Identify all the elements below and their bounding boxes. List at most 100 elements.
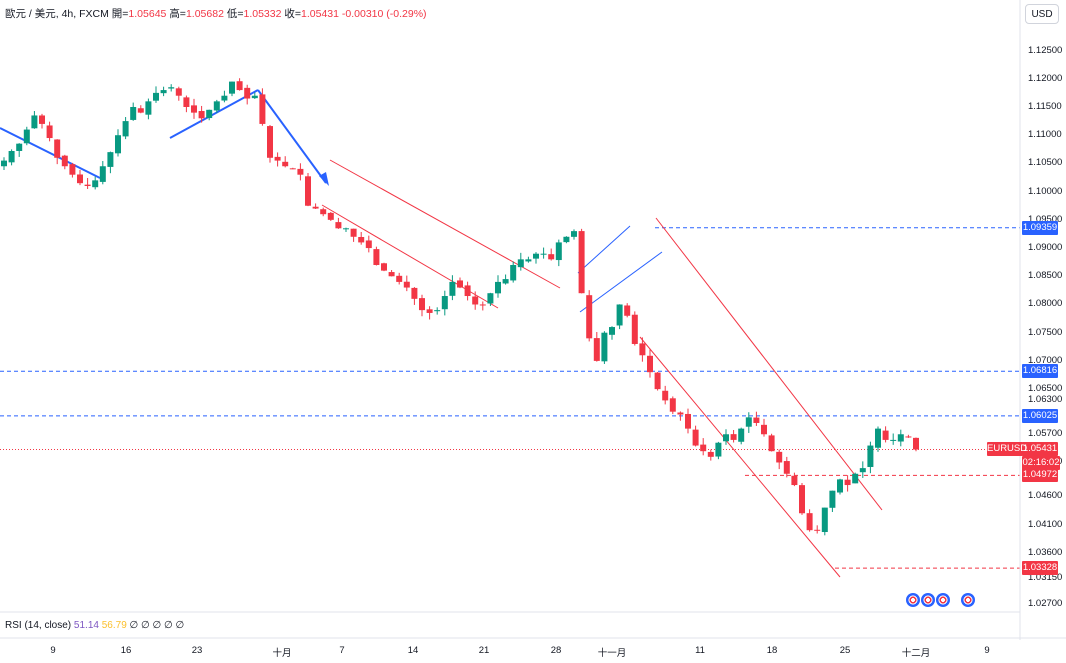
- countdown-tag: 02:16:02: [1022, 456, 1060, 471]
- candle-body: [335, 222, 342, 229]
- candle-body: [890, 439, 897, 441]
- symbol-tag: EURUSD: [987, 442, 1028, 457]
- candle-body: [320, 209, 327, 215]
- y-tick-label: 1.09500: [1028, 213, 1063, 225]
- candle-body: [882, 430, 889, 440]
- candle-body: [396, 275, 403, 282]
- candle-body: [92, 180, 99, 188]
- y-tick-label: 1.07500: [1028, 326, 1063, 338]
- candle-body: [609, 327, 615, 335]
- event-flags[interactable]: [906, 593, 976, 612]
- candle-body: [555, 242, 562, 261]
- rsi-extra: ∅ ∅ ∅ ∅ ∅: [129, 620, 185, 631]
- candle-body: [244, 87, 251, 99]
- candle-body: [221, 95, 228, 101]
- candle-body: [403, 281, 410, 288]
- candle-body: [388, 272, 395, 277]
- arrow-head-icon: [319, 172, 329, 186]
- x-tick-label: 18: [766, 645, 778, 656]
- candle-body: [647, 355, 653, 373]
- candle-body: [84, 184, 91, 186]
- candle-body: [616, 304, 623, 326]
- candle-body: [844, 479, 851, 486]
- candle-body: [327, 212, 334, 220]
- us-flag-icon[interactable]: [961, 593, 975, 607]
- candle-body: [669, 398, 676, 412]
- candle-body: [707, 451, 714, 457]
- candle-body: [654, 372, 661, 390]
- y-tick-label: 1.10000: [1028, 185, 1063, 197]
- candle-body: [77, 174, 83, 184]
- uptrend-line: [0, 127, 101, 179]
- candle-body: [624, 305, 631, 316]
- candle-body: [783, 461, 790, 474]
- candle-body: [267, 126, 273, 158]
- candle-body: [229, 81, 235, 94]
- candle-body: [814, 529, 821, 531]
- uptrend-line: [169, 89, 259, 139]
- candle-body: [563, 236, 570, 243]
- candle-body: [799, 485, 805, 514]
- y-tick-label: 1.10500: [1028, 157, 1063, 169]
- low-label: 低=: [226, 8, 244, 20]
- candle-body: [122, 121, 129, 137]
- candle-body: [745, 417, 752, 427]
- x-tick-label: 21: [478, 645, 490, 656]
- y-tick-label: 1.05700: [1028, 428, 1063, 440]
- rsi-value-2: 56.79: [101, 620, 127, 631]
- candle-body: [168, 87, 175, 89]
- candle-body: [510, 264, 517, 281]
- price-tag: 1.05431: [1022, 442, 1058, 457]
- candle-body: [601, 332, 608, 362]
- us-flag-icon[interactable]: [921, 593, 935, 607]
- price-tag: 1.03328: [1022, 561, 1058, 576]
- candle-body: [502, 279, 509, 284]
- candle-body: [31, 115, 38, 129]
- y-tick-label: 1.03150: [1028, 572, 1063, 584]
- x-tick-label: 25: [839, 645, 851, 656]
- candle-body: [153, 92, 159, 101]
- y-tick-label: 1.03600: [1028, 546, 1063, 558]
- x-tick-label: 十二月: [901, 648, 931, 659]
- candle-body: [495, 281, 501, 294]
- candle-body: [198, 111, 205, 119]
- candle-body: [859, 468, 866, 473]
- x-tick-label: 23: [191, 645, 203, 656]
- candle-body: [449, 281, 456, 296]
- candle-body: [282, 161, 289, 167]
- y-tick-label: 1.08000: [1028, 298, 1063, 310]
- candle-body: [525, 259, 532, 262]
- candle-body: [639, 343, 646, 356]
- candle-body: [677, 412, 684, 415]
- candle-body: [107, 152, 114, 167]
- candle-body: [829, 490, 836, 508]
- candle-body: [738, 428, 745, 442]
- candle-body: [46, 125, 53, 139]
- candle-body: [472, 296, 479, 305]
- us-flag-icon[interactable]: [906, 593, 920, 607]
- price-tag: 1.06816: [1022, 364, 1058, 379]
- candle-body: [297, 168, 304, 175]
- candle-body: [274, 156, 281, 161]
- candle-body: [381, 263, 387, 271]
- candle-body: [897, 434, 904, 442]
- currency-button[interactable]: USD: [1025, 4, 1059, 24]
- rsi-indicator-label[interactable]: RSI (14, close) 51.14 56.79 ∅ ∅ ∅ ∅ ∅: [5, 620, 184, 631]
- channel-lower-line: [321, 204, 499, 309]
- candle-body: [730, 434, 737, 440]
- candle-body: [160, 90, 167, 94]
- candle-body: [586, 295, 593, 339]
- candle-body: [130, 106, 137, 120]
- open-value: 1.05645: [128, 8, 167, 20]
- x-tick-label: 9: [984, 645, 990, 656]
- candle-body: [365, 240, 372, 249]
- y-tick-label: 1.12000: [1028, 72, 1063, 84]
- candle-body: [761, 424, 767, 435]
- candle-body: [411, 287, 418, 299]
- low-value: 1.05332: [243, 8, 282, 20]
- us-flag-icon[interactable]: [936, 593, 950, 607]
- x-tick-label: 11: [695, 645, 705, 656]
- candle-body: [662, 390, 669, 401]
- candle-body: [206, 109, 213, 119]
